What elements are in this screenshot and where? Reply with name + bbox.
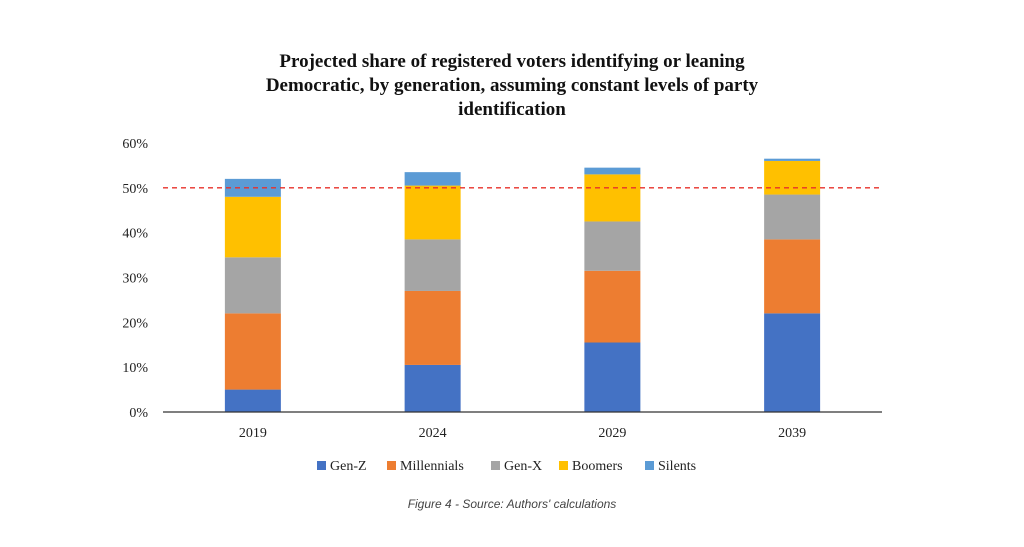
bar-segment-gen-z-2019 bbox=[224, 389, 281, 412]
y-tick-label: 30% bbox=[122, 272, 148, 287]
bar-segment-gen-z-2029 bbox=[584, 342, 641, 412]
stacked-bar-chart: 0% 10% 20% 30% 40% 50% 60% 2019 2024 2029 2039 Gen-… bbox=[122, 137, 882, 474]
x-tick-label: 2039 bbox=[778, 426, 806, 441]
bar-segment-gen-z-2024 bbox=[404, 364, 461, 412]
chart-title-line-3: identification bbox=[458, 99, 566, 120]
bar-segment-silents-2019 bbox=[224, 178, 281, 197]
bar-segment-millennials-2039 bbox=[764, 239, 821, 314]
bar-segment-silents-2024 bbox=[404, 172, 461, 186]
bar-segment-millennials-2024 bbox=[404, 290, 461, 365]
chart-title-line-1: Projected share of registered voters ide… bbox=[279, 51, 745, 72]
legend-label: Gen-X bbox=[504, 459, 542, 474]
legend-swatch bbox=[491, 461, 500, 470]
bar-segment-boomers-2029 bbox=[584, 174, 641, 222]
bar-segment-silents-2029 bbox=[584, 167, 641, 175]
y-tick-label: 0% bbox=[129, 406, 148, 421]
legend-label: Silents bbox=[658, 459, 696, 474]
bar-segment-boomers-2039 bbox=[764, 160, 821, 195]
x-tick-label: 2019 bbox=[239, 426, 267, 441]
legend-swatch bbox=[559, 461, 568, 470]
legend-label: Gen-Z bbox=[330, 459, 367, 474]
y-tick-label: 60% bbox=[122, 137, 148, 152]
bar-segment-silents-2039 bbox=[764, 158, 821, 161]
legend-swatch bbox=[645, 461, 654, 470]
bar-segment-gen-z-2039 bbox=[764, 313, 821, 412]
legend-swatch bbox=[317, 461, 326, 470]
bar-segment-millennials-2019 bbox=[224, 313, 281, 390]
bar-segment-boomers-2019 bbox=[224, 196, 281, 258]
y-tick-label: 10% bbox=[122, 361, 148, 376]
chart-title-line-2: Democratic, by generation, assuming cons… bbox=[265, 75, 759, 96]
bar-segment-gen-x-2019 bbox=[224, 257, 281, 314]
figure-caption: Figure 4 - Source: Authors' calculations bbox=[407, 497, 617, 511]
bar-segment-gen-x-2024 bbox=[404, 239, 461, 291]
y-tick-label: 40% bbox=[122, 227, 148, 242]
bar-segment-boomers-2024 bbox=[404, 185, 461, 240]
bar-segment-gen-x-2029 bbox=[584, 221, 641, 271]
bar-segment-gen-x-2039 bbox=[764, 194, 821, 240]
x-tick-label: 2024 bbox=[419, 426, 447, 441]
legend-label: Millennials bbox=[400, 459, 464, 474]
bar-segment-millennials-2029 bbox=[584, 270, 641, 343]
y-tick-label: 50% bbox=[122, 182, 148, 197]
legend-label: Boomers bbox=[572, 459, 623, 474]
legend-swatch bbox=[387, 461, 396, 470]
chart-title: Projected share of registered voters ide… bbox=[0, 50, 1024, 122]
y-tick-label: 20% bbox=[122, 316, 148, 331]
x-tick-label: 2029 bbox=[598, 426, 626, 441]
